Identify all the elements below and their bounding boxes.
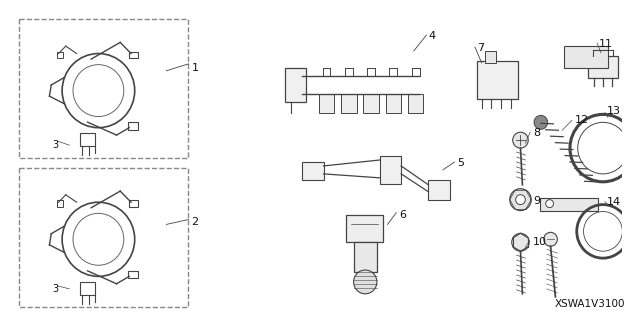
Bar — [19, 19, 188, 158]
Bar — [630, 140, 640, 150]
Circle shape — [510, 189, 531, 211]
Bar — [484, 51, 496, 63]
Bar — [353, 242, 377, 272]
Bar — [428, 180, 450, 200]
Bar — [364, 93, 379, 114]
Circle shape — [516, 195, 525, 204]
Bar — [319, 93, 334, 114]
Bar — [129, 52, 138, 58]
Bar — [408, 93, 424, 114]
Bar — [588, 56, 618, 78]
Circle shape — [512, 234, 529, 251]
Text: 12: 12 — [575, 115, 589, 125]
Bar — [477, 61, 518, 99]
Circle shape — [353, 270, 377, 294]
Bar — [80, 282, 95, 295]
Bar — [128, 271, 138, 278]
Circle shape — [544, 232, 557, 246]
Text: XSWA1V3100: XSWA1V3100 — [554, 299, 625, 309]
Text: 7: 7 — [477, 43, 484, 53]
Bar — [386, 93, 401, 114]
Text: 14: 14 — [607, 197, 621, 207]
Text: 8: 8 — [533, 128, 540, 138]
Bar — [380, 156, 401, 184]
Bar — [564, 46, 608, 68]
Text: 10: 10 — [533, 237, 547, 247]
Text: 3: 3 — [52, 284, 58, 294]
Text: 11: 11 — [599, 39, 613, 49]
Text: 4: 4 — [428, 31, 435, 41]
Bar — [540, 198, 598, 211]
Bar — [623, 226, 632, 234]
Bar — [128, 122, 138, 130]
Text: 3: 3 — [52, 140, 58, 150]
Text: 6: 6 — [399, 210, 406, 219]
Circle shape — [546, 200, 554, 208]
Text: 2: 2 — [191, 218, 198, 227]
Text: 13: 13 — [607, 107, 621, 116]
Bar — [19, 168, 188, 307]
Bar — [129, 200, 138, 207]
Bar — [57, 200, 63, 207]
Text: 1: 1 — [191, 63, 198, 73]
Circle shape — [534, 115, 548, 129]
Bar — [302, 162, 323, 180]
Text: 5: 5 — [458, 158, 465, 168]
Bar — [346, 214, 383, 242]
Bar — [285, 68, 306, 101]
Bar — [80, 133, 95, 146]
Bar — [57, 52, 63, 58]
Circle shape — [513, 132, 528, 148]
Text: 9: 9 — [533, 196, 540, 206]
Bar — [341, 93, 356, 114]
